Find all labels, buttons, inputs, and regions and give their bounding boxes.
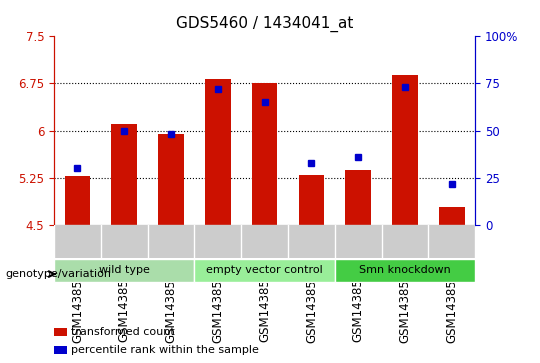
FancyBboxPatch shape [54,259,194,282]
Title: GDS5460 / 1434041_at: GDS5460 / 1434041_at [176,16,353,32]
Bar [158,134,184,225]
Text: empty vector control: empty vector control [206,265,323,276]
Text: wild type: wild type [99,265,150,276]
Bar [54,328,66,336]
Bar [111,125,137,225]
Bar [252,83,278,225]
FancyBboxPatch shape [194,259,335,282]
Text: percentile rank within the sample: percentile rank within the sample [71,345,259,355]
Bar [392,75,418,225]
Text: transformed count: transformed count [71,327,174,337]
Text: genotype/variation: genotype/variation [5,269,111,279]
Bar [54,346,66,354]
Bar [299,175,324,225]
Bar [439,207,464,225]
Bar [345,170,371,225]
FancyBboxPatch shape [335,259,475,282]
Text: Smn knockdown: Smn knockdown [359,265,451,276]
Bar [205,79,231,225]
Bar [65,176,90,225]
